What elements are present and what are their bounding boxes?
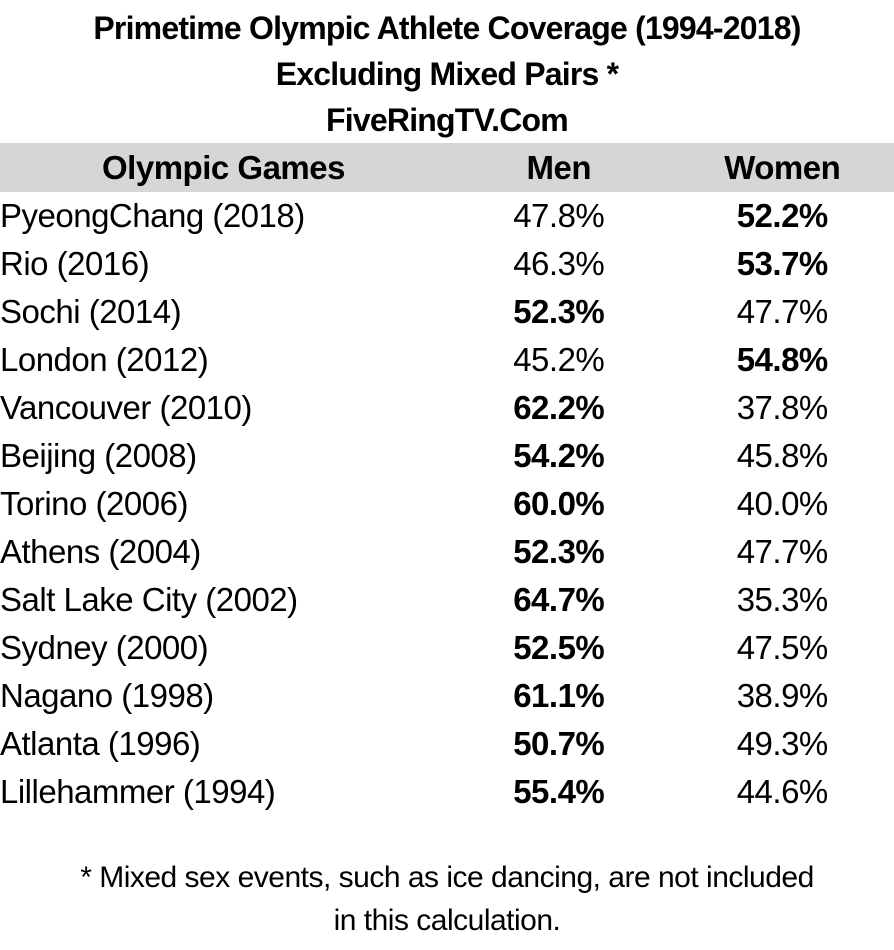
game-cell: Rio (2016) [0,245,150,282]
game-cell: Beijing (2008) [0,437,197,474]
women-value-cell: 35.3% [736,581,829,618]
women-value-cell: 44.6% [736,773,829,810]
table-row: Salt Lake City (2002) 64.7% 35.3% [0,576,894,624]
game-cell: Vancouver (2010) [0,389,252,426]
footnote-line-1: * Mixed sex events, such as ice dancing,… [80,861,814,894]
women-value-cell: 40.0% [736,485,829,522]
men-value-cell: 47.8% [513,197,605,234]
men-value-cell: 50.7% [513,725,605,762]
men-value-cell: 62.2% [513,389,605,426]
women-value-cell: 47.7% [736,533,829,570]
women-value-cell: 37.8% [736,389,829,426]
table-row: Torino (2006) 60.0% 40.0% [0,480,894,528]
men-value-cell: 55.4% [513,773,605,810]
source-name: FiveRingTV.Com [326,102,569,138]
men-value-cell: 61.1% [513,677,605,714]
men-value-cell: 46.3% [513,245,605,282]
women-value-cell: 38.9% [736,677,829,714]
game-cell: Salt Lake City (2002) [0,581,298,618]
column-header-men: Men [526,148,592,186]
game-cell: Athens (2004) [0,533,201,570]
men-value-cell: 52.5% [513,629,605,666]
column-header-women: Women [724,148,841,186]
men-value-cell: 52.3% [513,533,605,570]
title-block: Primetime Olympic Athlete Coverage (1994… [0,0,894,143]
table-row: PyeongChang (2018) 47.8% 52.2% [0,192,894,240]
men-value-cell: 60.0% [513,485,605,522]
table-row: Athens (2004) 52.3% 47.7% [0,528,894,576]
column-header-olympic-games: Olympic Games [102,148,345,186]
men-value-cell: 52.3% [513,293,605,330]
game-cell: Lillehammer (1994) [0,773,276,810]
footnote: * Mixed sex events, such as ice dancing,… [0,856,894,942]
table-row: Vancouver (2010) 62.2% 37.8% [0,384,894,432]
table-row: Sochi (2014) 52.3% 47.7% [0,288,894,336]
game-cell: Atlanta (1996) [0,725,201,762]
game-cell: Sydney (2000) [0,629,209,666]
table-row: Nagano (1998) 61.1% 38.9% [0,672,894,720]
game-cell: Torino (2006) [0,485,188,522]
table-row: Atlanta (1996) 50.7% 49.3% [0,720,894,768]
table-row: Rio (2016) 46.3% 53.7% [0,240,894,288]
men-value-cell: 54.2% [513,437,605,474]
page-subtitle: Excluding Mixed Pairs * [275,56,619,92]
women-value-cell: 54.8% [736,341,829,378]
women-value-cell: 47.7% [736,293,829,330]
coverage-table: Olympic Games Men Women PyeongChang (201… [0,143,894,816]
game-cell: PyeongChang (2018) [0,197,305,234]
women-value-cell: 49.3% [736,725,829,762]
footnote-line-2: in this calculation. [333,904,561,937]
table-row: Beijing (2008) 54.2% 45.8% [0,432,894,480]
table-row: Lillehammer (1994) 55.4% 44.6% [0,768,894,816]
table-row: London (2012) 45.2% 54.8% [0,336,894,384]
game-cell: Nagano (1998) [0,677,214,714]
men-value-cell: 64.7% [513,581,605,618]
page-title: Primetime Olympic Athlete Coverage (1994… [93,10,801,46]
table-header-row: Olympic Games Men Women [0,143,894,192]
game-cell: Sochi (2014) [0,293,182,330]
women-value-cell: 47.5% [736,629,829,666]
game-cell: London (2012) [0,341,209,378]
women-value-cell: 45.8% [736,437,829,474]
table-row: Sydney (2000) 52.5% 47.5% [0,624,894,672]
women-value-cell: 52.2% [736,197,829,234]
women-value-cell: 53.7% [736,245,829,282]
men-value-cell: 45.2% [513,341,605,378]
